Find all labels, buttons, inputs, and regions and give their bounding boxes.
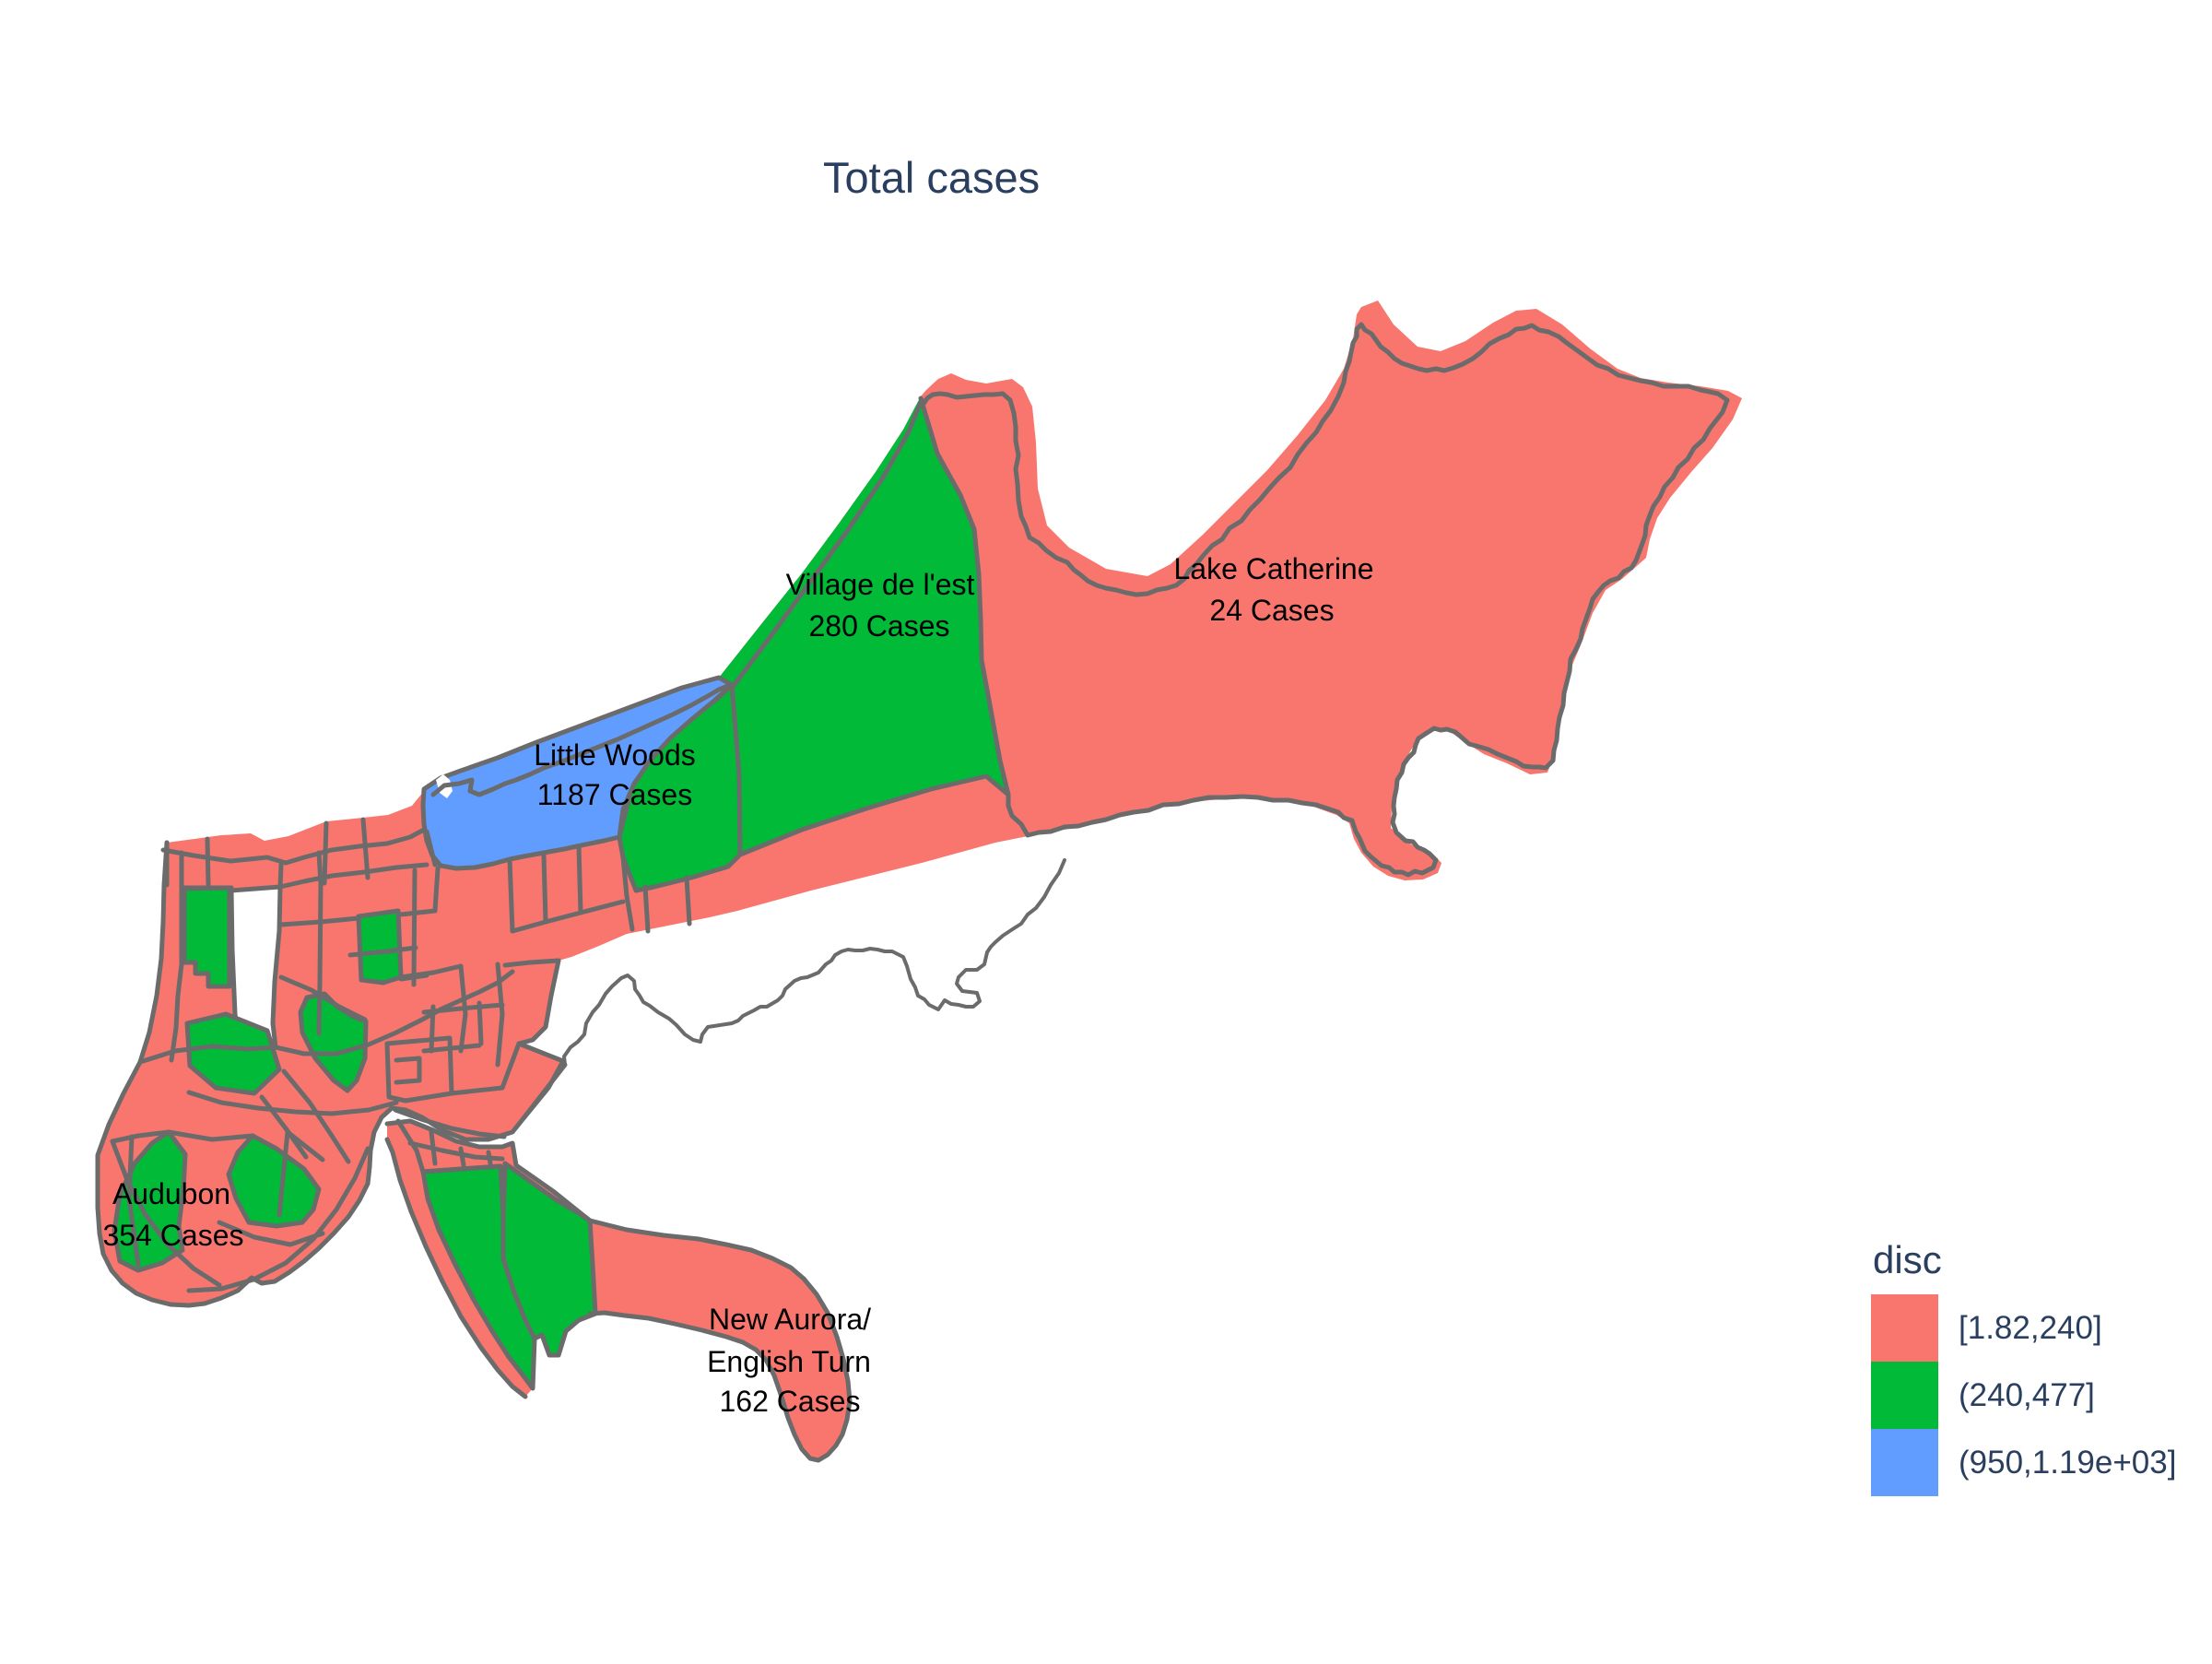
svg-text:354 Cases: 354 Cases: [103, 1219, 244, 1252]
svg-text:1187 Cases: 1187 Cases: [537, 778, 692, 811]
svg-text:162 Cases: 162 Cases: [720, 1385, 861, 1418]
svg-text:(240,477]: (240,477]: [1959, 1377, 2095, 1413]
svg-text:[1.82,240]: [1.82,240]: [1959, 1310, 2102, 1346]
svg-text:Audubon: Audubon: [112, 1177, 230, 1210]
svg-text:Total cases: Total cases: [823, 153, 1040, 202]
svg-text:New Aurora/: New Aurora/: [709, 1303, 871, 1336]
svg-text:(950,1.19e+03]: (950,1.19e+03]: [1959, 1445, 2176, 1481]
svg-text:disc: disc: [1873, 1238, 1942, 1281]
svg-text:Village de l'est: Village de l'est: [786, 568, 975, 601]
svg-text:24 Cases: 24 Cases: [1209, 594, 1334, 627]
svg-text:English Turn: English Turn: [707, 1345, 871, 1378]
svg-text:Lake Catherine: Lake Catherine: [1173, 552, 1373, 585]
svg-text:280 Cases: 280 Cases: [809, 609, 950, 643]
svg-text:Little Woods: Little Woods: [534, 738, 696, 772]
